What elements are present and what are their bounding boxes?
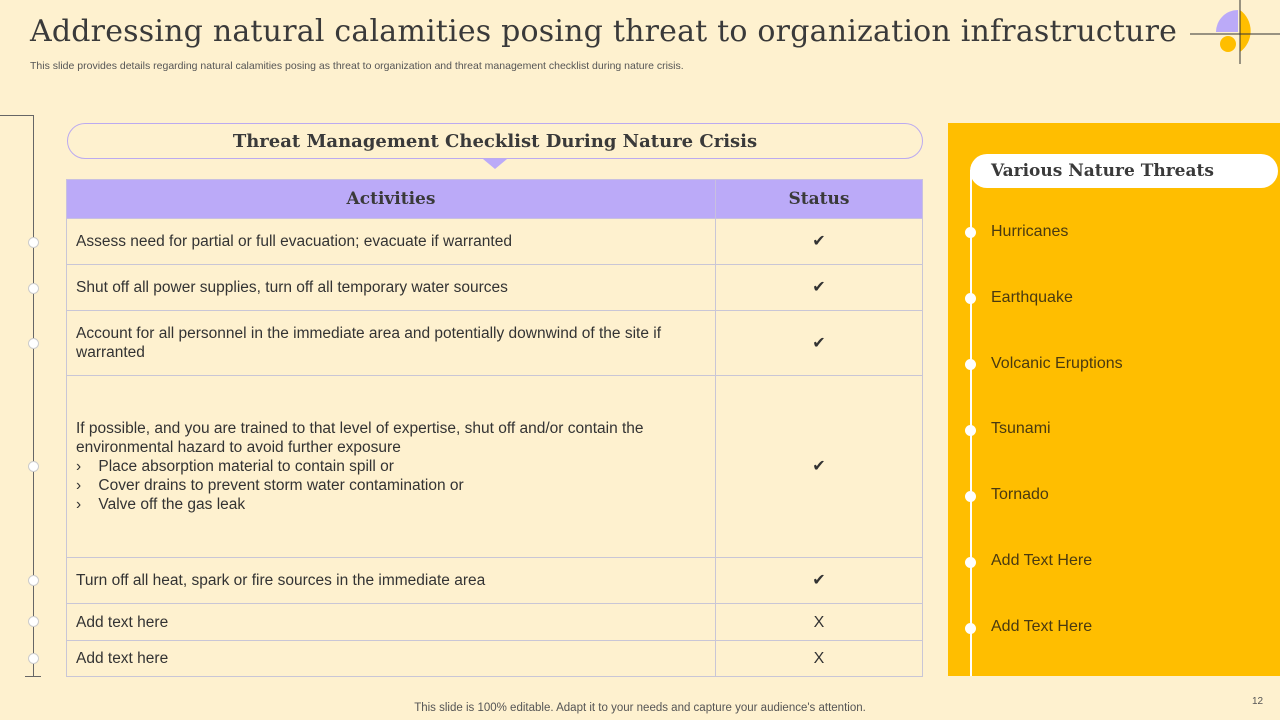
timeline-dot [28,616,39,627]
timeline-dot [28,575,39,586]
checklist-table: Activities Status Assess need for partia… [66,179,923,677]
bullet-text: Cover drains to prevent storm water cont… [98,477,464,494]
bullet-item: › Valve off the gas leak [76,496,246,513]
timeline-dot [28,338,39,349]
threat-dot [965,557,976,568]
table-row: Shut off all power supplies, turn off al… [66,264,923,311]
column-header-activities: Activities [66,179,716,219]
activity-cell: Account for all personnel in the immedia… [66,310,716,376]
threat-item: Volcanic Eruptions [991,355,1123,372]
activity-cell: Shut off all power supplies, turn off al… [66,264,716,311]
timeline-dot [28,237,39,248]
bullet-text: Valve off the gas leak [98,496,246,513]
threats-timeline-line [970,170,972,676]
threat-item: Earthquake [991,289,1073,306]
table-row: Turn off all heat, spark or fire sources… [66,557,923,604]
page-number: 12 [1252,696,1264,707]
footer-note: This slide is 100% editable. Adapt it to… [414,702,866,714]
timeline-bottom-tick [25,676,41,677]
status-check-icon: ✔ [715,310,923,376]
activity-cell: Add text here [66,603,716,641]
threat-item: Add Text Here [991,618,1093,635]
table-header-row: Activities Status [66,179,923,219]
checklist-heading: Threat Management Checklist During Natur… [67,123,923,159]
bullet-text: Place absorption material to contain spi… [98,458,394,475]
bullet-item: › Cover drains to prevent storm water co… [76,477,464,494]
threat-item: Hurricanes [991,223,1069,240]
threats-heading: Various Nature Threats [970,154,1278,188]
page-title: Addressing natural calamities posing thr… [30,14,1178,49]
timeline-dot [28,461,39,472]
threat-item: Tornado [991,486,1049,503]
activity-text: Account for all personnel in the immedia… [76,325,662,361]
threat-item: Tsunami [991,420,1051,437]
decorative-logo-icon [1190,0,1280,64]
nature-threats-panel: Various Nature Threats Hurricanes Earthq… [948,123,1280,676]
table-row: Add text here X [66,603,923,641]
status-check-icon: ✔ [715,375,923,558]
status-x-icon: X [715,603,923,641]
threat-dot [965,227,976,238]
threat-dot [965,425,976,436]
page-subtitle: This slide provides details regarding na… [30,60,684,72]
bullet-item: › Place absorption material to contain s… [76,458,394,475]
status-x-icon: X [715,640,923,677]
activity-cell: Assess need for partial or full evacuati… [66,218,716,265]
activity-text: If possible, and you are trained to that… [76,420,644,456]
activity-cell: Turn off all heat, spark or fire sources… [66,557,716,604]
table-row: Add text here X [66,640,923,677]
threat-item: Add Text Here [991,552,1093,569]
timeline-dot [28,283,39,294]
status-check-icon: ✔ [715,218,923,265]
timeline-top-tick [0,115,34,116]
column-header-status: Status [715,179,923,219]
pointer-triangle-icon [483,159,507,169]
threat-dot [965,359,976,370]
threat-dot [965,491,976,502]
table-row: Assess need for partial or full evacuati… [66,218,923,265]
table-row: Account for all personnel in the immedia… [66,310,923,376]
table-row: If possible, and you are trained to that… [66,375,923,558]
activity-cell: If possible, and you are trained to that… [66,375,716,558]
threat-dot [965,293,976,304]
status-check-icon: ✔ [715,557,923,604]
status-check-icon: ✔ [715,264,923,311]
threat-dot [965,623,976,634]
timeline-dot [28,653,39,664]
timeline-line [33,115,34,676]
activity-cell: Add text here [66,640,716,677]
